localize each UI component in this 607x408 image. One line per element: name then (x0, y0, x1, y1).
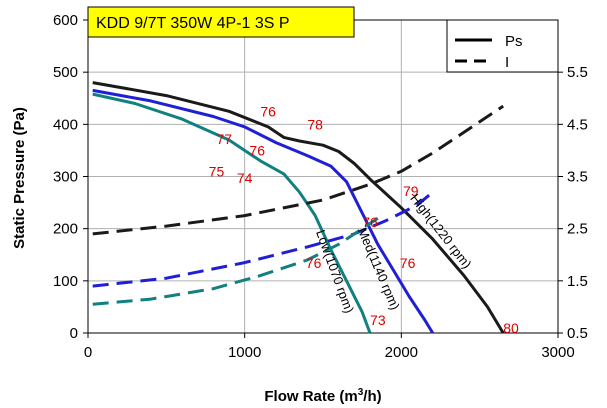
noise-annotation: 76 (400, 255, 416, 271)
x-tick-label: 0 (84, 344, 92, 361)
x-tick-label: 3000 (541, 344, 574, 361)
annotations: 76 78 77 76 75 74 76 79 76 76 73 80 (209, 104, 519, 336)
y-tick-label: 300 (53, 169, 78, 186)
current-curve-med (92, 191, 434, 288)
y2-tick-label: 3.5 (567, 169, 588, 186)
axis-ticks: 0 1000 2000 3000 0 100 200 300 400 500 600 0.5 1.5 2.… (53, 12, 588, 361)
current-curve-low (92, 216, 379, 306)
legend-i-label: I (505, 54, 509, 71)
legend-ps-label: Ps (505, 33, 523, 50)
x-tick-label: 1000 (228, 344, 261, 361)
legend-box (446, 19, 559, 73)
noise-annotation: 79 (403, 183, 419, 199)
noise-annotation: 76 (362, 214, 378, 230)
x-axis-title: Flow Rate (m3/h) (264, 387, 381, 405)
chart-title: KDD 9/7T 350W 4P-1 3S P (96, 15, 290, 32)
noise-annotation: 75 (209, 164, 225, 180)
y2-tick-label: 2.5 (567, 221, 588, 238)
pressure-curve-high (92, 81, 505, 334)
y-axis-title: Static Pressure (Pa) (11, 107, 28, 249)
y-tick-label: 500 (53, 64, 78, 81)
y2-tick-label: 4.5 (567, 116, 588, 133)
noise-annotation: 77 (217, 131, 233, 147)
noise-annotation: 76 (260, 104, 276, 120)
noise-annotation: 78 (307, 117, 323, 133)
y-tick-label: 600 (53, 12, 78, 29)
noise-annotation: 76 (249, 143, 265, 159)
current-curve-high (92, 104, 505, 236)
title-background (87, 6, 355, 38)
y2-tick-label: 1.5 (567, 273, 588, 290)
legend: Ps I (446, 19, 559, 73)
y2-tick-label: 0.5 (567, 325, 588, 342)
y-tick-label: 200 (53, 221, 78, 238)
y2-tick-label: 5.5 (567, 64, 588, 81)
pressure-curve-low (92, 92, 372, 334)
y-tick-label: 0 (70, 325, 78, 342)
title-box: KDD 9/7T 350W 4P-1 3S P (87, 6, 355, 38)
noise-annotation: 76 (306, 255, 322, 271)
noise-annotation: 74 (237, 170, 253, 186)
noise-annotation: 80 (503, 320, 519, 336)
x-tick-label: 2000 (385, 344, 418, 361)
noise-annotation: 73 (370, 312, 386, 328)
y-tick-label: 400 (53, 116, 78, 133)
curves (92, 81, 505, 334)
pressure-curve-med (92, 88, 434, 334)
y-tick-label: 100 (53, 273, 78, 290)
